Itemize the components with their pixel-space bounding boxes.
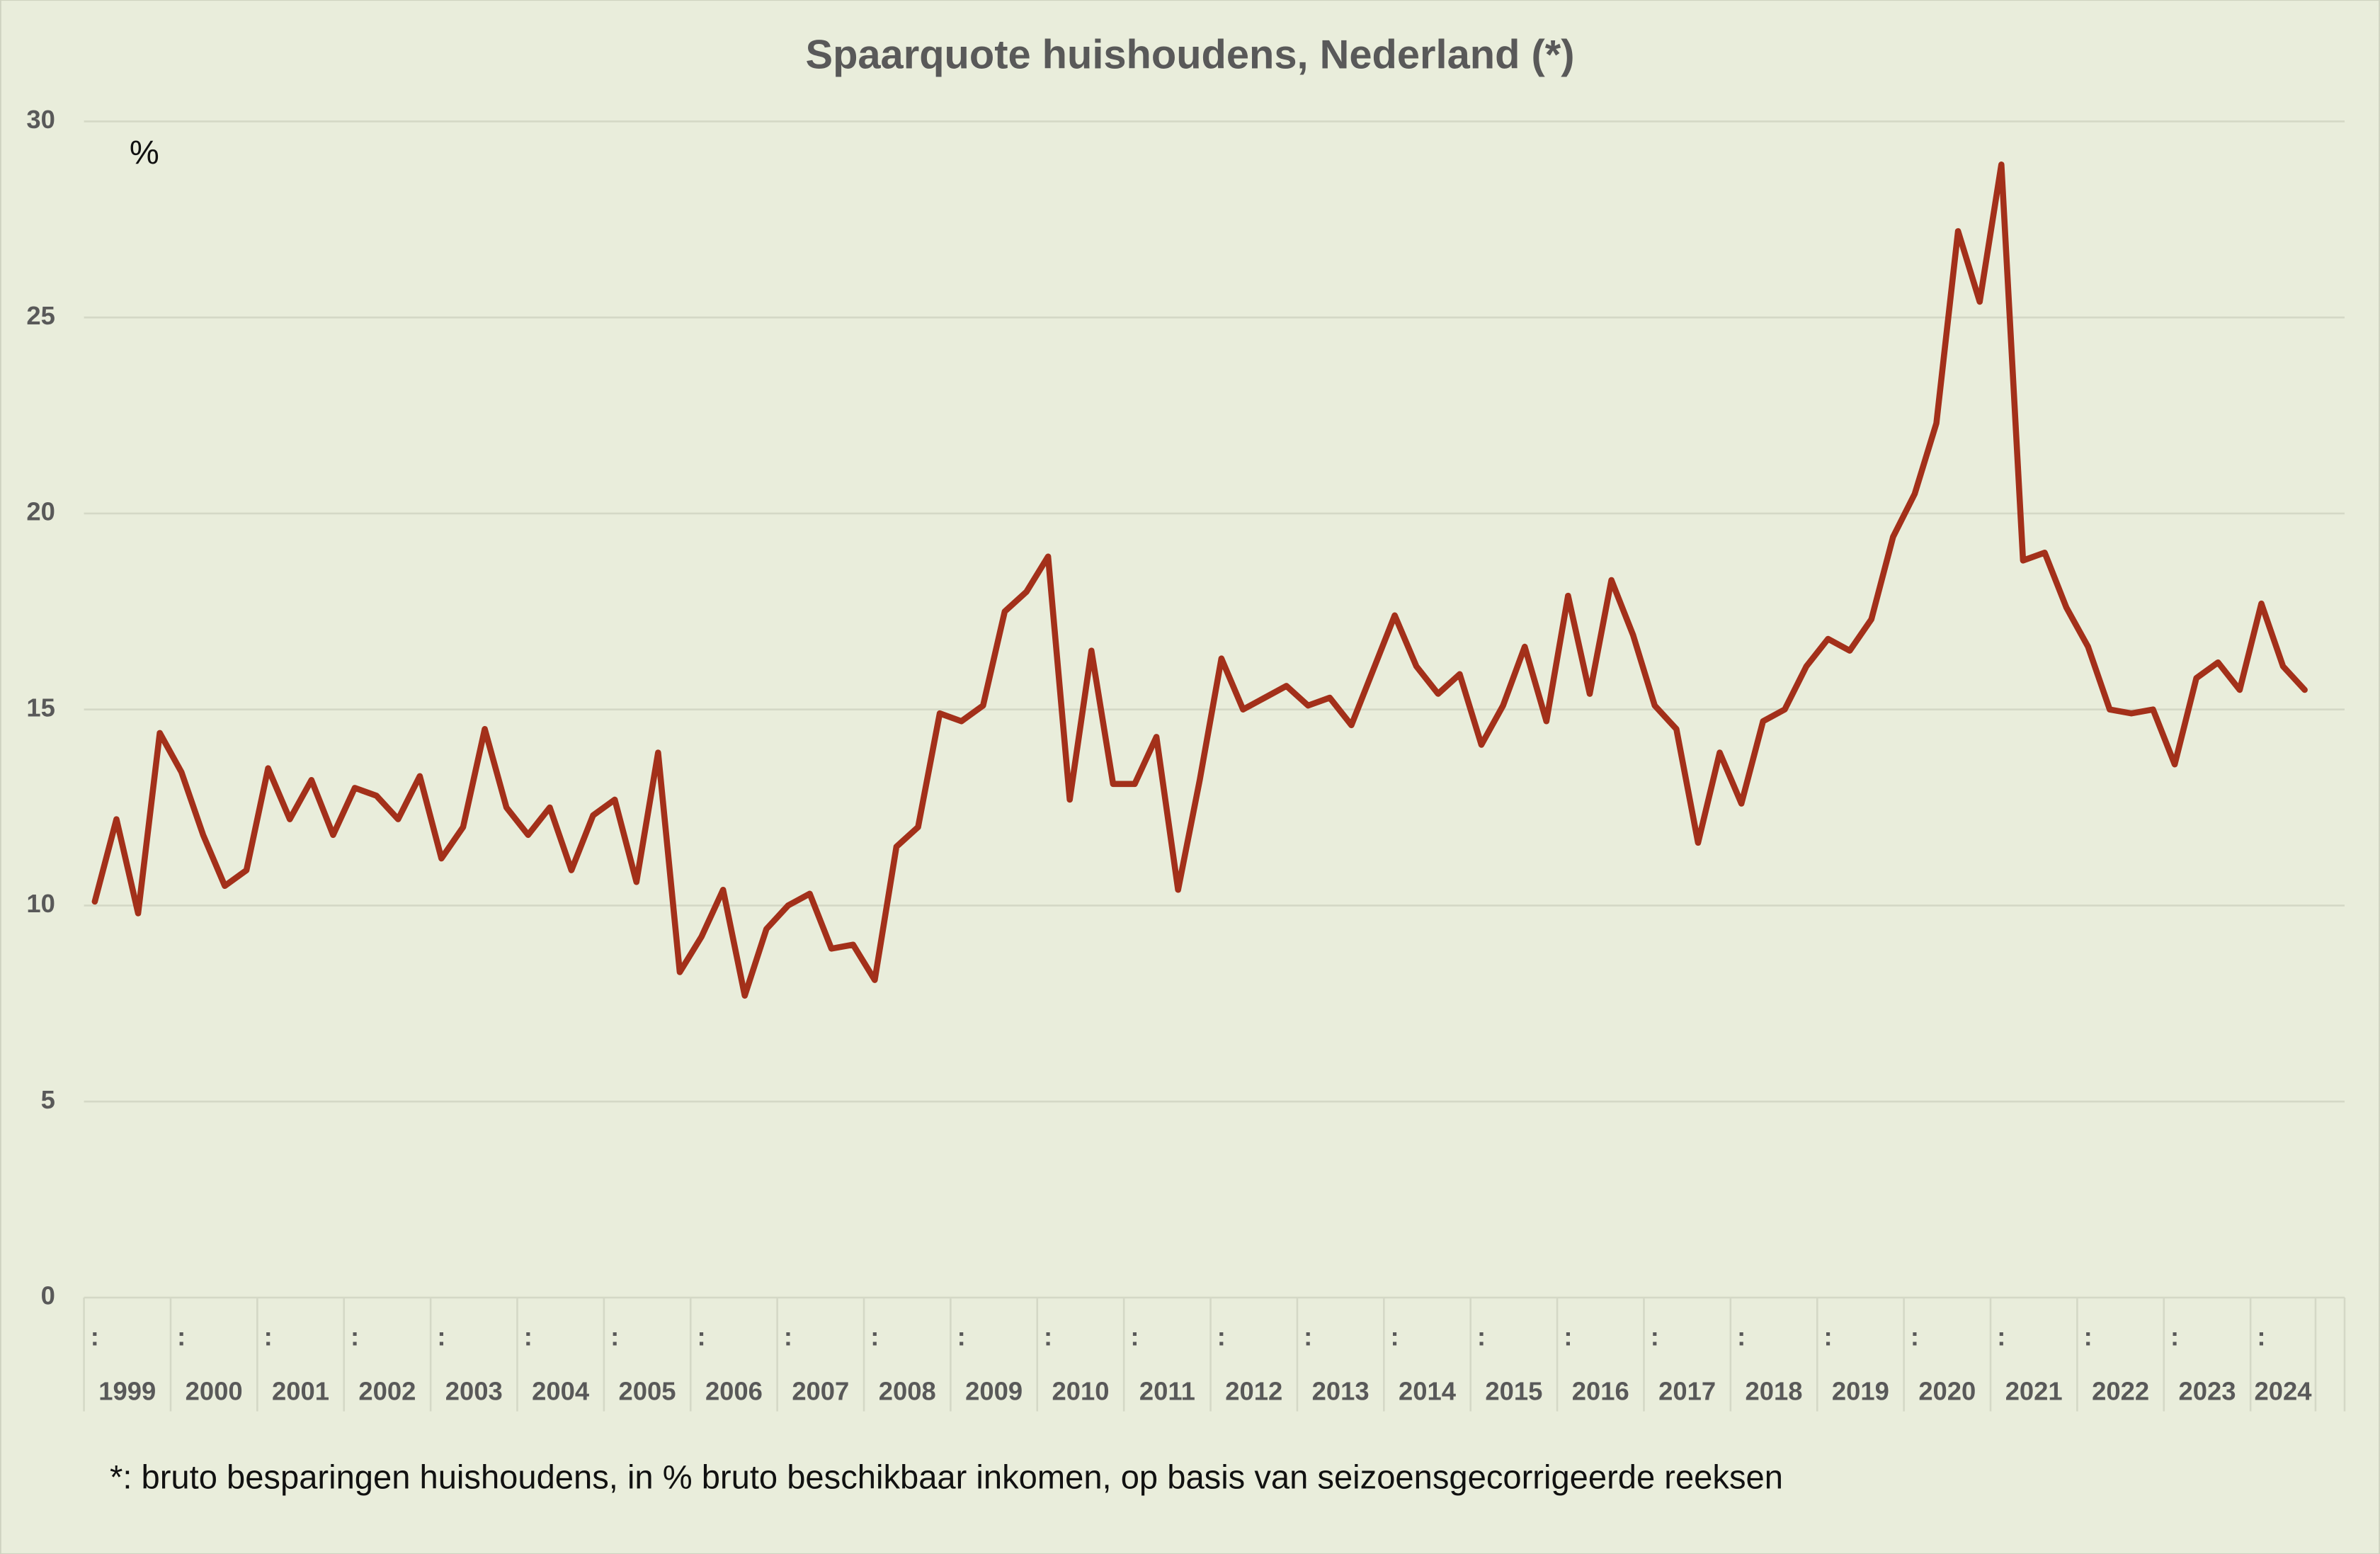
x-tick-label: : — [697, 1322, 705, 1351]
x-tick-label: : — [1651, 1322, 1659, 1351]
x-tick-label: : — [2257, 1322, 2265, 1351]
x-group-label: 2013 — [1312, 1377, 1370, 1406]
x-tick-label: : — [957, 1322, 966, 1351]
x-group-label: 2021 — [2005, 1377, 2063, 1406]
x-tick-label: : — [524, 1322, 533, 1351]
x-group-label: 2000 — [186, 1377, 243, 1406]
y-tick-label: 5 — [41, 1085, 55, 1114]
x-tick-label: : — [1044, 1322, 1052, 1351]
x-group-label: 2006 — [705, 1377, 763, 1406]
x-tick-label: : — [610, 1322, 619, 1351]
x-group-label: 2001 — [272, 1377, 329, 1406]
x-tick-label: : — [2084, 1322, 2093, 1351]
footnote: *: bruto besparingen huishoudens, in % b… — [110, 1458, 1783, 1495]
x-group-label: 2020 — [1918, 1377, 1976, 1406]
x-group-label: 2008 — [879, 1377, 936, 1406]
x-tick-label: : — [177, 1322, 186, 1351]
x-group-label: 2023 — [2178, 1377, 2236, 1406]
x-tick-label: : — [1217, 1322, 1226, 1351]
x-group-label: 2004 — [532, 1377, 590, 1406]
y-tick-label: 25 — [26, 301, 55, 330]
x-group-label: 2011 — [1139, 1377, 1195, 1406]
x-tick-label: : — [1564, 1322, 1572, 1351]
x-tick-label: : — [870, 1322, 879, 1351]
x-group-label: 2024 — [2255, 1377, 2313, 1406]
x-tick-label: : — [91, 1322, 99, 1351]
x-group-label: 2010 — [1052, 1377, 1109, 1406]
x-tick-label: : — [1997, 1322, 2005, 1351]
y-tick-label: 30 — [26, 105, 55, 134]
x-group-label: 2015 — [1485, 1377, 1542, 1406]
x-tick-label: : — [784, 1322, 792, 1351]
x-tick-label: : — [1304, 1322, 1312, 1351]
x-group-label: 2009 — [965, 1377, 1023, 1406]
x-group-label: 2019 — [1832, 1377, 1889, 1406]
x-tick-label: : — [1391, 1322, 1399, 1351]
x-group-label: 1999 — [98, 1377, 156, 1406]
chart-title: Spaarquote huishoudens, Nederland (*) — [806, 33, 1575, 78]
x-tick-label: : — [1737, 1322, 1746, 1351]
x-group-label: 2005 — [619, 1377, 676, 1406]
data-line — [91, 161, 2308, 999]
unit-label: % — [130, 133, 159, 171]
y-tick-label: 10 — [26, 889, 55, 918]
x-tick-label: : — [264, 1322, 273, 1351]
x-tick-label: : — [1911, 1322, 1919, 1351]
x-group-label: 2018 — [1746, 1377, 1803, 1406]
x-group-label: 2012 — [1225, 1377, 1282, 1406]
x-tick-label: : — [437, 1322, 445, 1351]
x-tick-label: : — [351, 1322, 359, 1351]
x-group-label: 2017 — [1658, 1377, 1716, 1406]
x-tick-label: : — [1823, 1322, 1832, 1351]
x-group-label: 2016 — [1572, 1377, 1629, 1406]
y-tick-label: 0 — [41, 1281, 55, 1310]
x-group-label: 2003 — [445, 1377, 503, 1406]
y-tick-label: 15 — [26, 693, 55, 722]
x-group-label: 2022 — [2092, 1377, 2149, 1406]
x-group-label: 2007 — [792, 1377, 849, 1406]
x-group-label: 2002 — [358, 1377, 416, 1406]
x-tick-label: : — [2170, 1322, 2179, 1351]
x-group-label: 2014 — [1399, 1377, 1457, 1406]
x-tick-label: : — [1130, 1322, 1139, 1351]
y-tick-label: 20 — [26, 497, 55, 526]
x-tick-label: : — [1477, 1322, 1486, 1351]
